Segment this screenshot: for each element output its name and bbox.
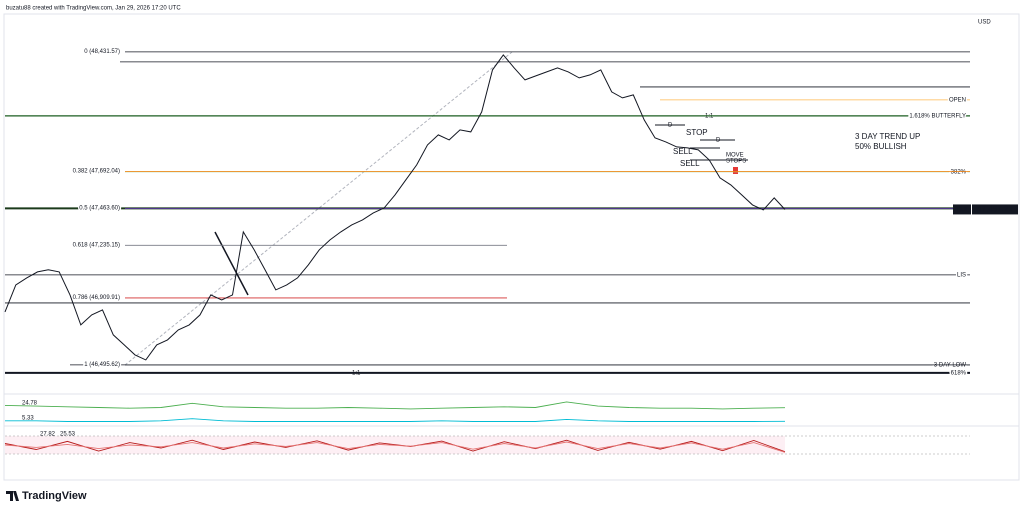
level-label: LIS [957,272,966,278]
annotation: 50% BULLISH [855,142,907,151]
fib-anchor [124,51,513,366]
annotation: SELL [673,147,693,156]
annotation: SELL [680,159,700,168]
symbol-tag [953,204,971,215]
level-label: 3 DAY LOW [934,362,966,368]
annotation: MOVE [726,153,744,159]
level-label: 382% [951,169,967,175]
symbol-label: DJI [957,206,968,213]
annotation: STOP [686,128,708,137]
marker [733,167,738,174]
indicator-value: 24.78 [22,401,38,407]
annotation: STOPS [726,159,746,165]
fib-label: 0.5 (47,463.60) [79,205,120,211]
indicator-value: 5.33 [22,416,34,422]
price-tag [972,204,1018,215]
currency: USD [978,20,991,26]
indicator-line [5,418,786,422]
annotation: D [668,123,673,129]
header: buzatu88 created with TradingView.com, J… [6,6,181,12]
annotation: 3 DAY TREND UP [855,132,920,141]
level-label: 618% [951,371,967,377]
fib-label: 1 (46,495.62) [84,362,120,368]
brand: TradingView [22,490,87,502]
indicator-value: 25.53 [60,432,76,438]
fib-label: 0.618 (47,235.15) [73,242,120,248]
price-line [4,54,786,361]
ann-lines [655,124,748,161]
level-label: 1.618% BUTTERFLY [909,113,966,119]
fib-label: 0 (48,431.57) [84,49,120,55]
annotation: D [716,138,721,144]
fib-label: 0.382 (47,692.04) [73,169,120,175]
trend-line [214,231,249,296]
frame [3,13,1020,481]
annotation: 1:1 [705,114,714,120]
fib-label: 0.786 (46,909.91) [73,295,120,301]
level-label: OPEN [949,97,966,103]
indicator-line [4,441,786,453]
indicator-line [4,401,786,410]
indicator-line [4,439,786,453]
price-label: 47,457.21 [977,205,1013,214]
indicator-value: 27.82 [40,432,56,438]
logo [6,491,19,501]
